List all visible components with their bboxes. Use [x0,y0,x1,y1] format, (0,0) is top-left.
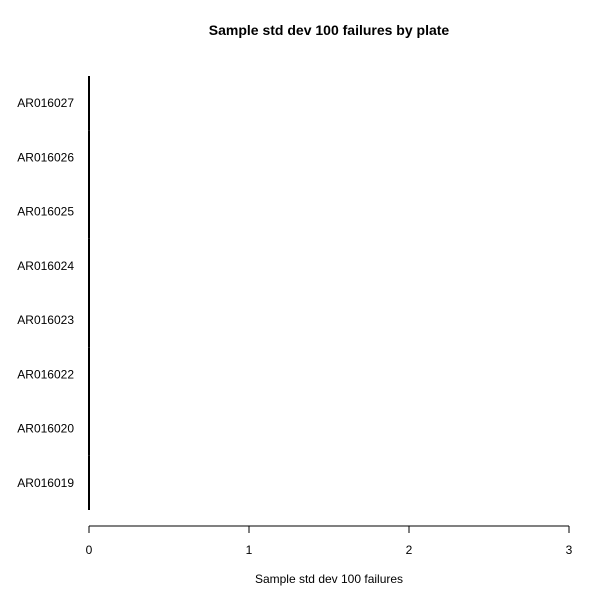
category-label: AR016027 [17,96,74,110]
x-tick-label: 3 [566,543,573,557]
bar-AR016022 [88,347,90,402]
category-label: AR016024 [17,259,74,273]
category-labels-group: AR016019 AR016020 AR016022 AR016023 AR016024… [17,96,74,490]
x-axis-title: Sample std dev 100 failures [255,572,403,586]
x-tick-label: 0 [86,543,93,557]
category-label: AR016019 [17,476,74,490]
bar-AR016023 [88,293,90,348]
chart-title: Sample std dev 100 failures by plate [209,22,450,38]
bar-AR016024 [88,238,90,293]
bar-AR016019 [88,455,90,510]
category-label: AR016026 [17,150,74,164]
bar-AR016025 [88,184,90,239]
bar-AR016020 [88,401,90,456]
x-tick-label: 1 [246,543,253,557]
category-label: AR016020 [17,422,74,436]
category-label: AR016025 [17,205,74,219]
bar-AR016026 [88,130,90,185]
bar-AR016027 [88,76,90,131]
x-tick-label: 2 [406,543,413,557]
x-ticks-group: 0 1 2 3 [86,526,573,557]
bars-group [88,76,90,510]
category-label: AR016022 [17,367,74,381]
category-label: AR016023 [17,313,74,327]
